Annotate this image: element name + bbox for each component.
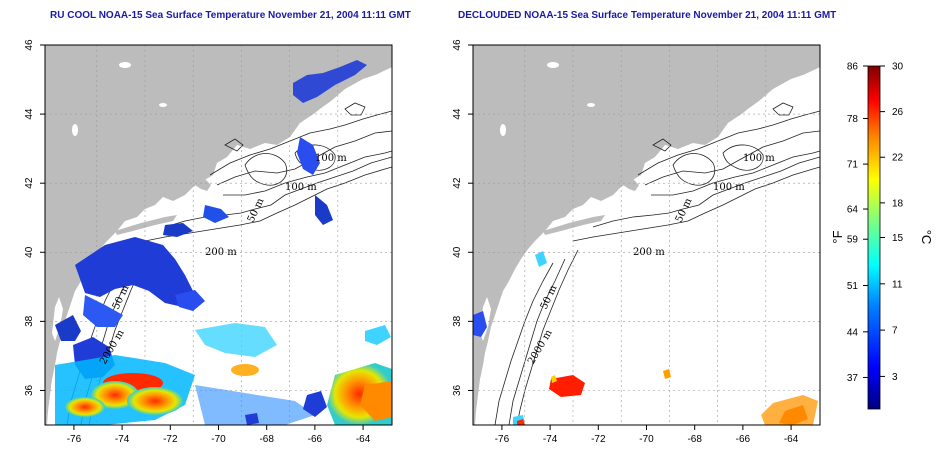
fahrenheit-tick-label: 71 xyxy=(847,160,859,171)
colorbar-celsius-ticks: 30 26 22 18 15 11 7 3 xyxy=(880,62,904,383)
lat-tick-label: 44 xyxy=(452,108,463,120)
lat-tick-label: 36 xyxy=(24,384,35,396)
lon-tick-label: -66 xyxy=(308,434,323,445)
lat-tick-label: 46 xyxy=(452,39,463,51)
lat-tick-label: 42 xyxy=(24,177,35,189)
lon-tick-label: -68 xyxy=(687,434,702,445)
left-axes: -76 -74 -72 -70 -68 -66 -64 36 38 40 42 44 46 xyxy=(24,39,371,445)
fahrenheit-tick-label: 78 xyxy=(847,114,859,125)
lon-tick-label: -72 xyxy=(163,434,178,445)
celsius-tick-label: 26 xyxy=(892,107,904,118)
celsius-tick-label: 22 xyxy=(892,153,904,164)
lat-tick-label: 42 xyxy=(452,177,463,189)
colorbar-gradient xyxy=(867,65,881,410)
colorbar: 86 78 71 64 59 51 44 37 30 26 22 18 15 11 7 3 °F °C xyxy=(830,62,934,410)
fahrenheit-tick-label: 51 xyxy=(847,281,859,292)
fahrenheit-tick-label: 59 xyxy=(847,235,859,246)
lon-tick-label: -74 xyxy=(115,434,130,445)
celsius-tick-label: 15 xyxy=(892,233,904,244)
right-axes: -76 -74 -72 -70 -68 -66 -64 36 38 40 42 44 46 xyxy=(452,39,799,445)
right-sst-overlay xyxy=(473,251,818,425)
lon-tick-label: -64 xyxy=(784,434,799,445)
lat-tick-label: 40 xyxy=(24,246,35,258)
celsius-unit-label: °C xyxy=(919,230,934,245)
fahrenheit-tick-label: 86 xyxy=(847,62,859,73)
right-map-panel: 100 m 100 m 50 m 200 m 50 m 2000 m xyxy=(473,45,820,425)
lon-tick-label: -72 xyxy=(591,434,606,445)
celsius-tick-label: 11 xyxy=(892,279,903,290)
contour-label-100m-mid: 100 m xyxy=(285,182,317,193)
contour-label-100m-north: 100 m xyxy=(315,153,347,164)
fahrenheit-tick-label: 37 xyxy=(847,373,859,384)
contour-label-200m: 200 m xyxy=(205,247,237,258)
left-map-panel: 100 m 100 m 50 m 200 m 50 m 2000 m xyxy=(45,45,392,425)
contour-label-200m-right: 200 m xyxy=(633,247,665,258)
fahrenheit-tick-label: 64 xyxy=(847,205,859,216)
left-sst-overlay xyxy=(55,60,392,425)
left-panel-title: RU COOL NOAA-15 Sea Surface Temperature … xyxy=(50,10,411,21)
lon-tick-label: -74 xyxy=(543,434,558,445)
contour-label-100m-north-right: 100 m xyxy=(743,153,775,164)
celsius-tick-label: 30 xyxy=(892,62,904,73)
celsius-tick-label: 7 xyxy=(892,326,898,337)
lat-tick-label: 38 xyxy=(24,315,35,327)
lat-tick-label: 38 xyxy=(452,315,463,327)
fahrenheit-unit-label: °F xyxy=(830,230,845,243)
right-panel-title: DECLOUDED NOAA-15 Sea Surface Temperatur… xyxy=(458,10,837,21)
lon-tick-label: -70 xyxy=(211,434,226,445)
lon-tick-label: -70 xyxy=(639,434,654,445)
celsius-tick-label: 3 xyxy=(892,372,898,383)
lon-tick-label: -66 xyxy=(736,434,751,445)
colorbar-fahrenheit-ticks: 86 78 71 64 59 51 44 37 xyxy=(847,62,868,384)
lon-tick-label: -68 xyxy=(259,434,274,445)
lat-tick-label: 46 xyxy=(24,39,35,51)
lat-tick-label: 36 xyxy=(452,384,463,396)
lon-tick-label: -64 xyxy=(356,434,371,445)
fahrenheit-tick-label: 44 xyxy=(847,327,859,338)
contour-label-100m-mid-right: 100 m xyxy=(713,182,745,193)
lat-tick-label: 40 xyxy=(452,246,463,258)
lon-tick-label: -76 xyxy=(67,434,82,445)
lat-tick-label: 44 xyxy=(24,108,35,120)
celsius-tick-label: 18 xyxy=(892,198,904,209)
lon-tick-label: -76 xyxy=(495,434,510,445)
